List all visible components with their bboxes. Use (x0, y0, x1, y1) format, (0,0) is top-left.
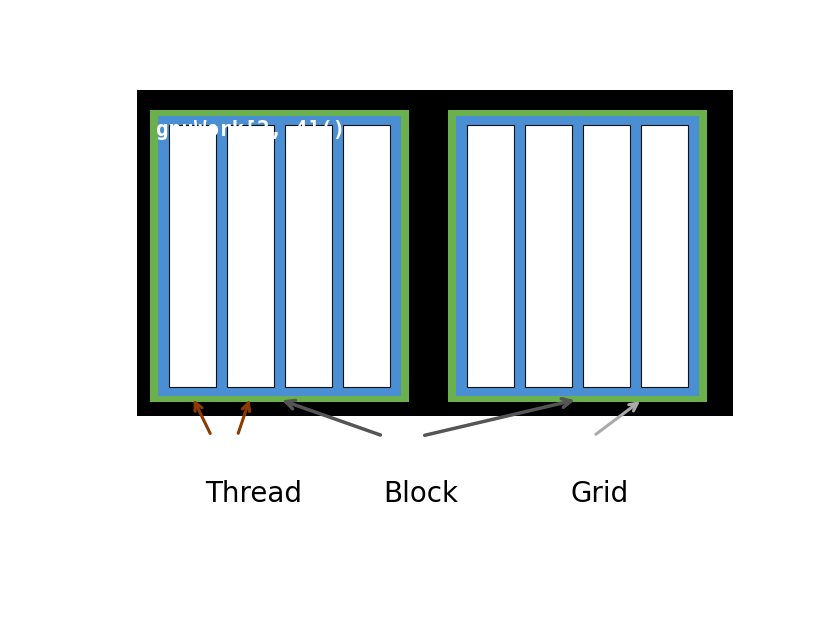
Bar (169, 125, 216, 387)
Bar (285, 125, 332, 387)
Bar (525, 125, 572, 387)
Bar (150, 110, 409, 402)
Bar (137, 90, 733, 416)
Bar (456, 116, 699, 396)
Text: Grid: Grid (571, 480, 630, 507)
Bar (467, 125, 513, 387)
Text: Thread: Thread (205, 480, 302, 507)
Bar (448, 110, 707, 402)
Bar (641, 125, 687, 387)
Text: Block: Block (383, 480, 458, 507)
Bar (158, 116, 401, 396)
Bar (584, 125, 630, 387)
Bar (344, 125, 390, 387)
Bar (227, 125, 273, 387)
Text: gpuWork[2, 4](): gpuWork[2, 4]() (156, 119, 346, 140)
